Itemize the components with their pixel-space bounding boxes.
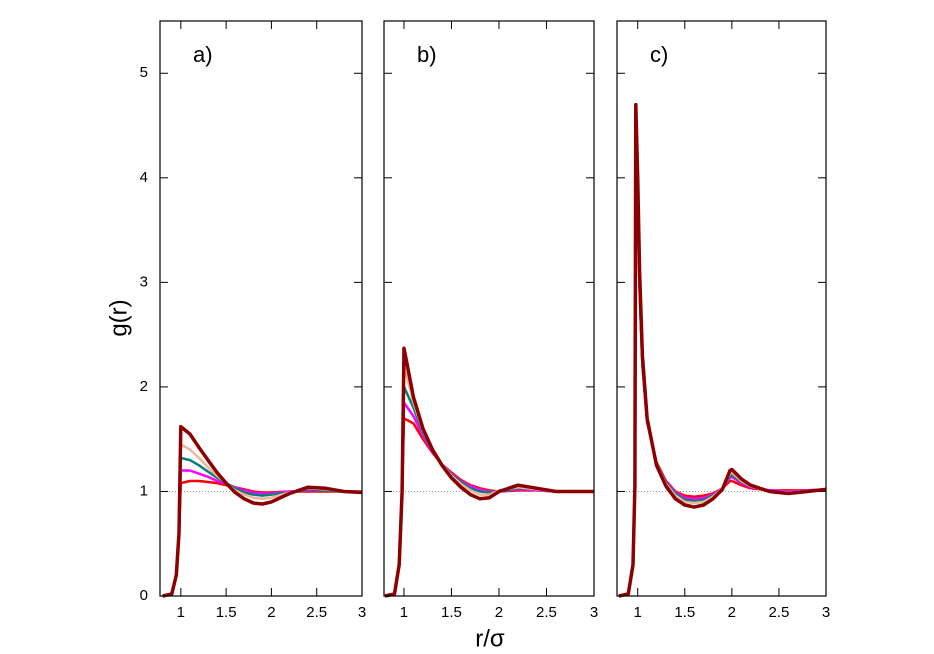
x-tick-label: 2.5 (768, 604, 789, 621)
x-tick-label: 2 (728, 604, 736, 621)
curve (618, 155, 827, 598)
y-tick-label: 1 (140, 482, 148, 499)
x-tick-label: 3 (590, 604, 598, 621)
x-tick-label: 2.5 (306, 604, 327, 621)
x-tick-label: 2.5 (536, 604, 557, 621)
curve (618, 145, 827, 598)
curve (618, 102, 827, 598)
panel-label: a) (193, 42, 213, 67)
x-tick-label: 1.5 (674, 604, 695, 621)
x-tick-label: 3 (358, 604, 366, 621)
curve (618, 166, 827, 598)
x-tick-label: 3 (822, 604, 830, 621)
x-axis-label: r/σ (475, 625, 505, 652)
x-tick-label: 2 (495, 604, 503, 621)
y-tick-label: 5 (140, 64, 148, 81)
y-tick-label: 0 (140, 587, 148, 604)
x-tick-label: 1 (634, 604, 642, 621)
curve (384, 364, 594, 598)
y-tick-label: 4 (140, 169, 148, 186)
y-axis-label: g(r) (105, 299, 132, 336)
plot-frame (159, 20, 363, 597)
x-tick-label: 1 (400, 604, 408, 621)
panel-label: c) (650, 42, 668, 67)
x-tick-label: 1 (177, 604, 185, 621)
curve (384, 346, 594, 598)
curve (384, 417, 594, 598)
curve (162, 456, 362, 598)
y-tick-label: 3 (140, 273, 148, 290)
x-tick-label: 2 (267, 604, 275, 621)
x-tick-label: 1.5 (216, 604, 237, 621)
x-tick-label: 1.5 (441, 604, 462, 621)
curve (162, 424, 363, 598)
y-tick-label: 2 (140, 378, 148, 395)
plot-frame (616, 20, 827, 597)
curve (162, 443, 362, 598)
curve (618, 124, 827, 598)
panel-label: b) (417, 42, 437, 67)
plot-frame (383, 20, 595, 597)
